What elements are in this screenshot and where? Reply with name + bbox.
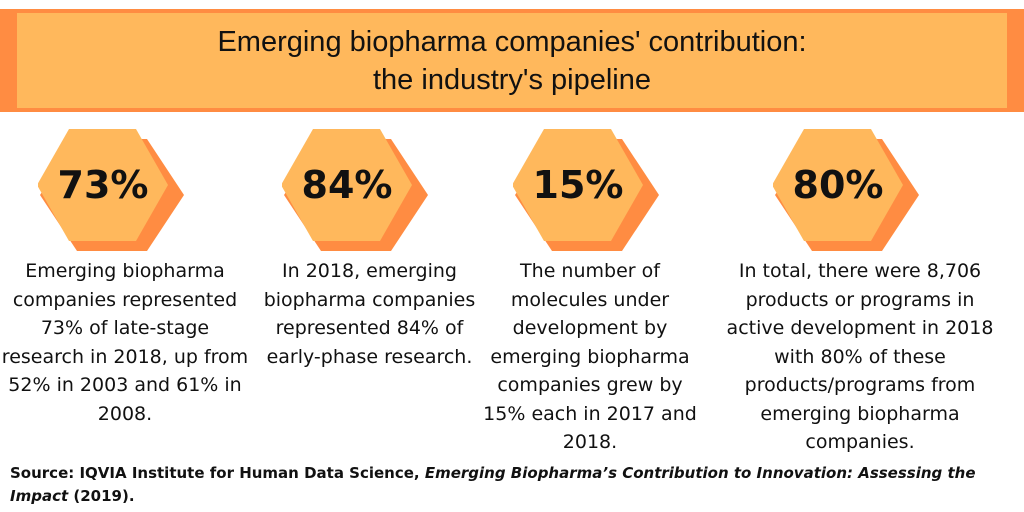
- stat-value-3: 15%: [532, 163, 624, 207]
- hexagon-icon: [773, 129, 919, 251]
- stat-description-2: In 2018, emerging biopharma companies re…: [263, 260, 476, 368]
- stat-description-3: The number of molecules under developmen…: [483, 260, 697, 453]
- hexagon-icon: [513, 129, 659, 251]
- stat-hexagon-4: 80%: [773, 127, 923, 251]
- stat-hexagon-3: 15%: [513, 127, 663, 251]
- title-banner: Emerging biopharma companies' contributi…: [0, 9, 1024, 112]
- stat-hexagon-1: 73%: [38, 127, 188, 251]
- stat-description-1: Emerging biopharma companies represented…: [1, 260, 249, 425]
- stat-value-2: 84%: [301, 163, 393, 207]
- source-publication: Emerging Biopharma’s Contribution to Inn…: [10, 464, 976, 505]
- hexagon-icon: [282, 129, 428, 251]
- stat-value-1: 73%: [57, 163, 149, 207]
- page-title-line-2: the industry's pipeline: [373, 63, 651, 96]
- stat-description-4: In total, there were 8,706 products or p…: [726, 260, 994, 453]
- stat-value-4: 80%: [792, 163, 884, 207]
- page-title-line-1: Emerging biopharma companies' contributi…: [217, 25, 807, 58]
- source-citation: Source: IQVIA Institute for Human Data S…: [10, 462, 1015, 508]
- hexagon-icon: [38, 129, 184, 251]
- source-suffix: (2019).: [68, 487, 135, 505]
- stat-hexagon-2: 84%: [282, 127, 432, 251]
- title-box: Emerging biopharma companies' contributi…: [17, 13, 1007, 108]
- source-prefix: Source: IQVIA Institute for Human Data S…: [10, 464, 425, 482]
